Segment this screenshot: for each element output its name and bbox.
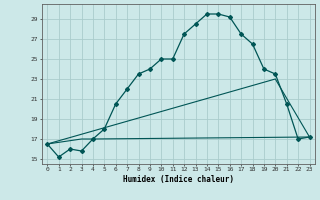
X-axis label: Humidex (Indice chaleur): Humidex (Indice chaleur) <box>123 175 234 184</box>
